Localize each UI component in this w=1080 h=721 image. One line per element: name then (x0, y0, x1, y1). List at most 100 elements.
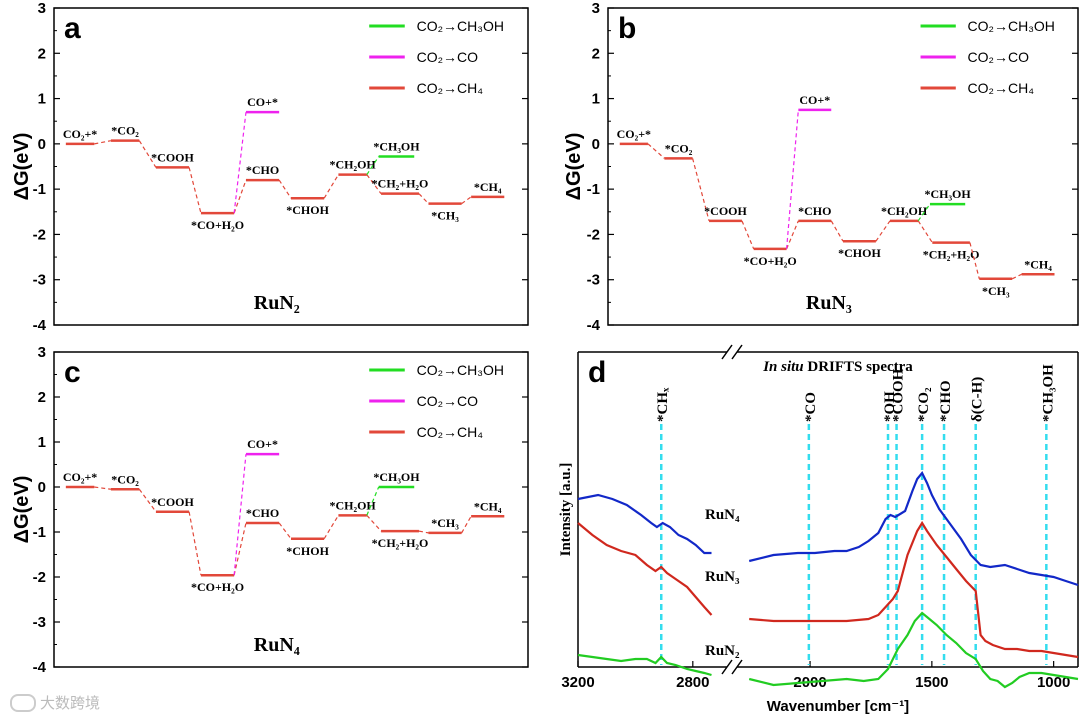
energy-connector (969, 242, 980, 279)
energy-connector (188, 167, 202, 214)
step-label: CO₂+* (63, 470, 97, 484)
energy-connector (786, 220, 799, 250)
step-label: *CH₂+H₂O (923, 248, 980, 262)
panel-letter: b (618, 12, 636, 45)
energy-connector (278, 179, 292, 199)
ch3oh-connector (366, 156, 380, 175)
y-tick-label: 0 (592, 136, 600, 153)
energy-connector (366, 174, 382, 195)
panel-letter: a (64, 12, 81, 45)
x-tick-label: 3200 (561, 674, 594, 691)
ch3oh-label: *CH₃OH (924, 187, 971, 201)
panel-letter: d (588, 356, 606, 389)
marker-label: *CHO (938, 380, 954, 422)
step-label: *CH₄ (1024, 257, 1052, 271)
legend-entry: CO₂→CH₄ (968, 80, 1035, 96)
step-label: *CH₂OH (881, 204, 928, 218)
energy-connector (461, 196, 472, 205)
step-label: *CO+H₂O (191, 218, 244, 232)
energy-connector (233, 522, 247, 576)
marker-label: *CO₂ (916, 387, 932, 422)
step-label: *CO₂ (111, 472, 139, 486)
energy-connector (418, 530, 429, 534)
material-label: RuN₄ (254, 634, 300, 656)
y-tick-label: 1 (38, 91, 46, 108)
spectrum-line-low (577, 493, 712, 555)
y-tick-label: 1 (592, 91, 600, 108)
legend-entry: CO₂→CO (968, 49, 1030, 65)
series-label: RuN₄ (705, 507, 740, 523)
energy-connector (692, 158, 710, 221)
y-tick-label: 1 (38, 434, 46, 451)
y-tick-label: -3 (587, 272, 600, 289)
step-label: *CH₂OH (329, 498, 376, 512)
axis-break-mark (721, 344, 733, 360)
step-label: *CH₂+H₂O (372, 536, 429, 550)
step-label: *CH₃ (431, 516, 459, 530)
chart-title: In situ DRIFTS spectra (762, 359, 913, 375)
panel-c: -4 -3 -2 -1 0 1 2 3 ΔG(eV) c RuN₄ CO₂→CH₃OH CO₂→CO CO… (11, 344, 529, 676)
step-label: *CO+H₂O (744, 254, 797, 268)
y-tick-label: 2 (592, 45, 600, 62)
watermark-icon (10, 693, 36, 712)
step-label: *CO+H₂O (191, 580, 244, 594)
co-label: CO+* (247, 95, 278, 109)
energy-connector (323, 174, 339, 199)
energy-connector (917, 220, 933, 243)
energy-connector (418, 193, 429, 205)
y-tick-label: -2 (33, 569, 46, 586)
spectrum-line-high (748, 470, 1079, 587)
y-tick-label: 0 (38, 479, 46, 496)
energy-connector (875, 220, 891, 242)
watermark: 大数跨境 (10, 692, 100, 713)
energy-connector (278, 522, 292, 540)
step-label: *CHOH (838, 246, 881, 260)
co-connector (233, 112, 247, 214)
spectrum-line-low (577, 522, 713, 616)
step-label: *CH₃ (431, 209, 459, 223)
axis-break-mark (731, 344, 743, 360)
y-tick-label: 2 (38, 389, 46, 406)
step-label: *CO₂ (111, 124, 139, 138)
ch3oh-label: *CH₃OH (373, 140, 420, 154)
energy-connector (647, 143, 665, 159)
y-tick-label: -4 (587, 317, 601, 334)
step-label: *COOH (151, 495, 194, 509)
y-axis-label: ΔG(eV) (563, 133, 585, 201)
marker-label: *CO (803, 392, 819, 422)
energy-connector (461, 515, 472, 534)
ch3oh-connector (366, 486, 380, 516)
energy-connector (366, 514, 382, 532)
panel-b: -4 -3 -2 -1 0 1 2 3 ΔG(eV) b RuN₃ CO₂→CH₃OH CO₂→CO CO… (563, 0, 1079, 334)
step-label: *CH₄ (474, 180, 502, 194)
energy-connector (741, 220, 755, 250)
title-rest: DRIFTS spectra (804, 359, 914, 375)
legend-entry: CO₂→CH₄ (417, 80, 484, 96)
legend-entry: CO₂→CO (417, 393, 479, 409)
step-label: *COOH (151, 150, 194, 164)
legend-entry: CO₂→CO (417, 49, 479, 65)
ch3oh-label: *CH₃OH (373, 470, 420, 484)
energy-connector (188, 511, 202, 576)
y-tick-label: -1 (33, 524, 46, 541)
co-label: CO+* (247, 437, 278, 451)
x-tick-label: 1000 (1037, 674, 1070, 691)
axis-break-mark (731, 659, 743, 675)
panel-a: -4 -3 -2 -1 0 1 2 3 ΔG(eV) a RuN₂ CO₂→CH₃OH CO₂→CO CO… (11, 0, 529, 334)
title-italic: In situ (762, 359, 803, 375)
co-connector (233, 454, 247, 576)
energy-connector (323, 515, 339, 540)
step-label: *CHOH (286, 203, 329, 217)
y-tick-label: -3 (33, 614, 46, 631)
marker-label: *CHₓ (655, 387, 671, 422)
y-tick-label: -2 (587, 226, 600, 243)
y-tick-label: -3 (33, 272, 46, 289)
step-label: *CHO (246, 163, 279, 177)
material-label: RuN₃ (806, 292, 852, 314)
step-label: *CH₃ (982, 284, 1010, 298)
energy-connector (138, 140, 157, 168)
y-tick-label: -1 (33, 181, 46, 198)
y-tick-label: -2 (33, 226, 46, 243)
series-label: RuN₃ (705, 569, 740, 585)
